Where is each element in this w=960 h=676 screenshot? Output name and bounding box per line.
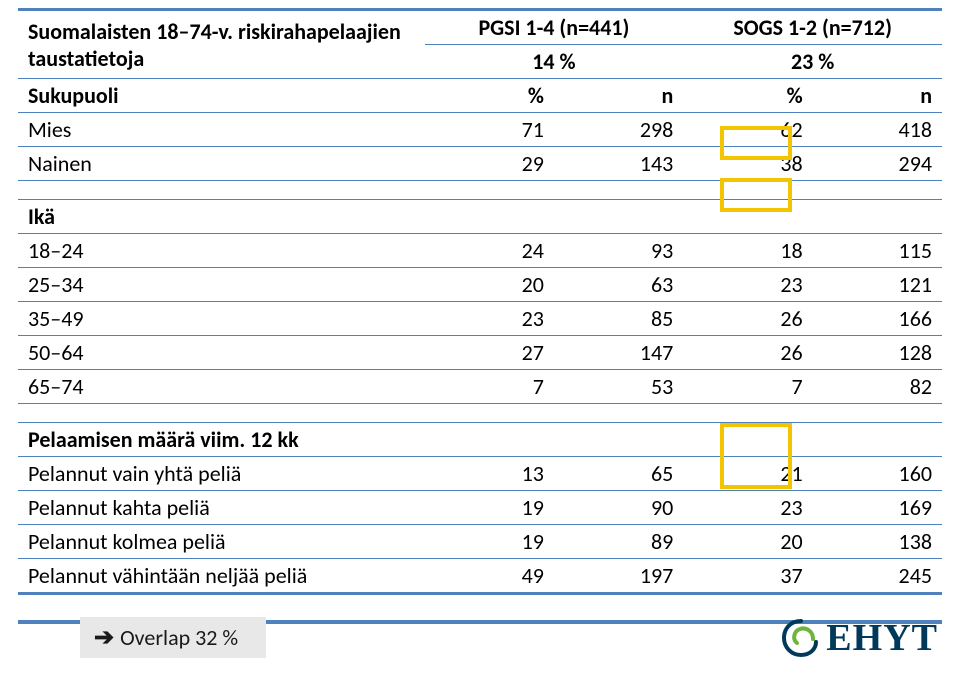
cell: 160 <box>813 457 942 491</box>
cell: 294 <box>813 147 942 181</box>
row-label: Pelannut kolmea peliä <box>18 525 425 559</box>
table-container: Suomalaisten 18–74-v. riskirahapelaajien… <box>0 0 960 595</box>
subheader-pct: % <box>425 79 554 113</box>
cell: 26 <box>683 302 812 336</box>
header-sogs: SOGS 1-2 (n=712) <box>683 10 942 45</box>
row-label: 50–64 <box>18 336 425 370</box>
row-label: 25–34 <box>18 268 425 302</box>
row-label: 65–74 <box>18 370 425 404</box>
table-row: Pelannut vain yhtä peliä 13 65 21 160 <box>18 457 942 491</box>
table-row: 18–24 24 93 18 115 <box>18 234 942 268</box>
cell: 29 <box>425 147 554 181</box>
section-pelaaminen: Pelaamisen määrä viim. 12 kk <box>18 423 425 457</box>
cell: 24 <box>425 234 554 268</box>
cell: 18 <box>683 234 812 268</box>
table-row: Pelannut kolmea peliä 19 89 20 138 <box>18 525 942 559</box>
table-row: 65–74 7 53 7 82 <box>18 370 942 404</box>
table-row: Mies 71 298 62 418 <box>18 113 942 147</box>
row-label: Pelannut vähintään neljää peliä <box>18 559 425 594</box>
overlap-badge: ➔ Overlap 32 % <box>80 617 266 658</box>
cell: 23 <box>425 302 554 336</box>
cell: 71 <box>425 113 554 147</box>
cell: 53 <box>554 370 683 404</box>
cell: 418 <box>813 113 942 147</box>
header-pgsi: PGSI 1-4 (n=441) <box>425 10 684 45</box>
cell: 20 <box>683 525 812 559</box>
cell: 27 <box>425 336 554 370</box>
cell: 65 <box>554 457 683 491</box>
header-pgsi-pct: 14 % <box>425 45 684 79</box>
header-sogs-pct: 23 % <box>683 45 942 79</box>
row-label: Mies <box>18 113 425 147</box>
table-row: Nainen 29 143 38 294 <box>18 147 942 181</box>
cell: 19 <box>425 525 554 559</box>
cell: 138 <box>813 525 942 559</box>
cell: 197 <box>554 559 683 594</box>
subheader-n: n <box>813 79 942 113</box>
cell: 37 <box>683 559 812 594</box>
logo-text: EHYT <box>826 616 938 660</box>
cell: 13 <box>425 457 554 491</box>
header-title: Suomalaisten 18–74-v. riskirahapelaajien… <box>18 10 425 79</box>
cell: 7 <box>683 370 812 404</box>
table-row: 25–34 20 63 23 121 <box>18 268 942 302</box>
cell: 89 <box>554 525 683 559</box>
cell: 82 <box>813 370 942 404</box>
cell: 38 <box>683 147 812 181</box>
cell: 166 <box>813 302 942 336</box>
cell: 62 <box>683 113 812 147</box>
cell: 143 <box>554 147 683 181</box>
cell: 169 <box>813 491 942 525</box>
cell: 121 <box>813 268 942 302</box>
cell: 19 <box>425 491 554 525</box>
cell: 63 <box>554 268 683 302</box>
ehyt-logo: EHYT <box>780 616 938 660</box>
data-table: Suomalaisten 18–74-v. riskirahapelaajien… <box>18 8 942 595</box>
arrow-icon: ➔ <box>94 623 114 652</box>
cell: 26 <box>683 336 812 370</box>
table-row: 50–64 27 147 26 128 <box>18 336 942 370</box>
section-ika: Ikä <box>18 200 425 234</box>
section-sukupuoli: Sukupuoli <box>18 79 425 113</box>
cell: 93 <box>554 234 683 268</box>
row-label: Pelannut kahta peliä <box>18 491 425 525</box>
row-label: Pelannut vain yhtä peliä <box>18 457 425 491</box>
cell: 20 <box>425 268 554 302</box>
table-row: Pelannut vähintään neljää peliä 49 197 3… <box>18 559 942 594</box>
cell: 298 <box>554 113 683 147</box>
overlap-text: Overlap 32 % <box>120 624 238 651</box>
subheader-pct: % <box>683 79 812 113</box>
table-row: 35–49 23 85 26 166 <box>18 302 942 336</box>
cell: 85 <box>554 302 683 336</box>
cell: 90 <box>554 491 683 525</box>
row-label: Nainen <box>18 147 425 181</box>
cell: 23 <box>683 268 812 302</box>
row-label: 18–24 <box>18 234 425 268</box>
cell: 7 <box>425 370 554 404</box>
table-row: Pelannut kahta peliä 19 90 23 169 <box>18 491 942 525</box>
cell: 128 <box>813 336 942 370</box>
cell: 23 <box>683 491 812 525</box>
cell: 245 <box>813 559 942 594</box>
cell: 147 <box>554 336 683 370</box>
row-label: 35–49 <box>18 302 425 336</box>
footer: ➔ Overlap 32 % EHYT <box>0 614 960 662</box>
cell: 21 <box>683 457 812 491</box>
logo-swirl-icon <box>780 617 822 659</box>
cell: 49 <box>425 559 554 594</box>
subheader-n: n <box>554 79 683 113</box>
cell: 115 <box>813 234 942 268</box>
